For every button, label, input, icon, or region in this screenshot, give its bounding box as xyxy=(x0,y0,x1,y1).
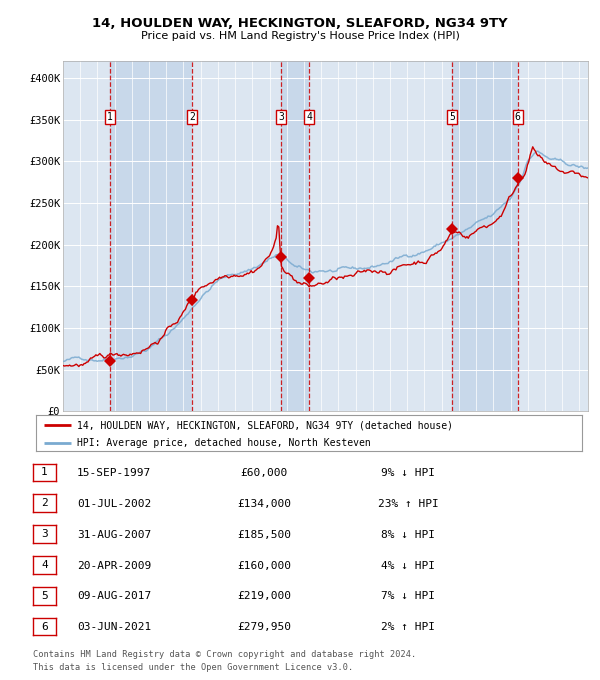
Text: 01-JUL-2002: 01-JUL-2002 xyxy=(77,499,151,509)
Text: 14, HOULDEN WAY, HECKINGTON, SLEAFORD, NG34 9TY: 14, HOULDEN WAY, HECKINGTON, SLEAFORD, N… xyxy=(92,17,508,30)
Bar xyxy=(309,61,452,411)
Text: 14, HOULDEN WAY, HECKINGTON, SLEAFORD, NG34 9TY (detached house): 14, HOULDEN WAY, HECKINGTON, SLEAFORD, N… xyxy=(77,420,453,430)
Text: Contains HM Land Registry data © Crown copyright and database right 2024.: Contains HM Land Registry data © Crown c… xyxy=(33,649,416,659)
Bar xyxy=(63,61,110,411)
Text: 8% ↓ HPI: 8% ↓ HPI xyxy=(381,530,435,540)
Text: 1: 1 xyxy=(107,112,113,122)
Text: This data is licensed under the Open Government Licence v3.0.: This data is licensed under the Open Gov… xyxy=(33,663,353,673)
Text: 3: 3 xyxy=(41,529,48,539)
Text: 2% ↑ HPI: 2% ↑ HPI xyxy=(381,622,435,632)
Text: £219,000: £219,000 xyxy=(237,592,291,601)
Text: £185,500: £185,500 xyxy=(237,530,291,540)
Text: HPI: Average price, detached house, North Kesteven: HPI: Average price, detached house, Nort… xyxy=(77,438,371,448)
Text: 2: 2 xyxy=(189,112,195,122)
Text: 5: 5 xyxy=(41,591,48,600)
Bar xyxy=(518,61,588,411)
Text: 03-JUN-2021: 03-JUN-2021 xyxy=(77,622,151,632)
Bar xyxy=(281,61,309,411)
Text: 4: 4 xyxy=(306,112,312,122)
Text: Price paid vs. HM Land Registry's House Price Index (HPI): Price paid vs. HM Land Registry's House … xyxy=(140,31,460,41)
Text: £160,000: £160,000 xyxy=(237,560,291,571)
Text: 5: 5 xyxy=(449,112,455,122)
Text: 6: 6 xyxy=(41,622,48,632)
Text: 09-AUG-2017: 09-AUG-2017 xyxy=(77,592,151,601)
Text: £134,000: £134,000 xyxy=(237,499,291,509)
Bar xyxy=(452,61,518,411)
Text: 7% ↓ HPI: 7% ↓ HPI xyxy=(381,592,435,601)
Text: 9% ↓ HPI: 9% ↓ HPI xyxy=(381,468,435,478)
Text: £279,950: £279,950 xyxy=(237,622,291,632)
Text: £60,000: £60,000 xyxy=(241,468,287,478)
Text: 6: 6 xyxy=(515,112,521,122)
Bar xyxy=(192,61,281,411)
Bar xyxy=(110,61,192,411)
Text: 15-SEP-1997: 15-SEP-1997 xyxy=(77,468,151,478)
Text: 1: 1 xyxy=(41,467,48,477)
Text: 4% ↓ HPI: 4% ↓ HPI xyxy=(381,560,435,571)
Text: 3: 3 xyxy=(278,112,284,122)
Text: 2: 2 xyxy=(41,498,48,508)
Text: 20-APR-2009: 20-APR-2009 xyxy=(77,560,151,571)
Text: 4: 4 xyxy=(41,560,48,570)
Text: 23% ↑ HPI: 23% ↑ HPI xyxy=(377,499,439,509)
Text: 31-AUG-2007: 31-AUG-2007 xyxy=(77,530,151,540)
